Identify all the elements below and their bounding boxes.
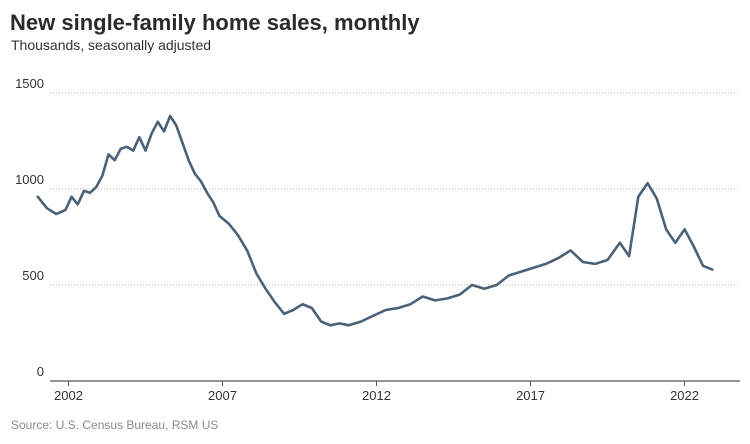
chart-title: New single-family home sales, monthly [10,10,420,35]
x-tick-label: 2017 [516,388,545,403]
y-tick-label: 500 [22,268,44,283]
x-tick-label: 2022 [670,388,699,403]
x-tick-label: 2002 [54,388,83,403]
y-tick-label: 1500 [15,76,44,91]
x-tick-labels: 2002 2007 2012 2017 2022 [54,388,699,403]
series-group [36,114,714,327]
x-tick-label: 2012 [362,388,391,403]
grid-lines [50,92,740,286]
x-axis [50,380,740,386]
y-tick-label: 1000 [15,172,44,187]
chart-subtitle: Thousands, seasonally adjusted [11,37,212,53]
series-line [36,114,714,327]
y-tick-label: 0 [37,364,44,379]
x-tick-label: 2007 [208,388,237,403]
y-tick-labels: 0 500 1000 1500 [15,76,44,379]
source-note: Source: U.S. Census Bureau, RSM US [11,418,219,432]
